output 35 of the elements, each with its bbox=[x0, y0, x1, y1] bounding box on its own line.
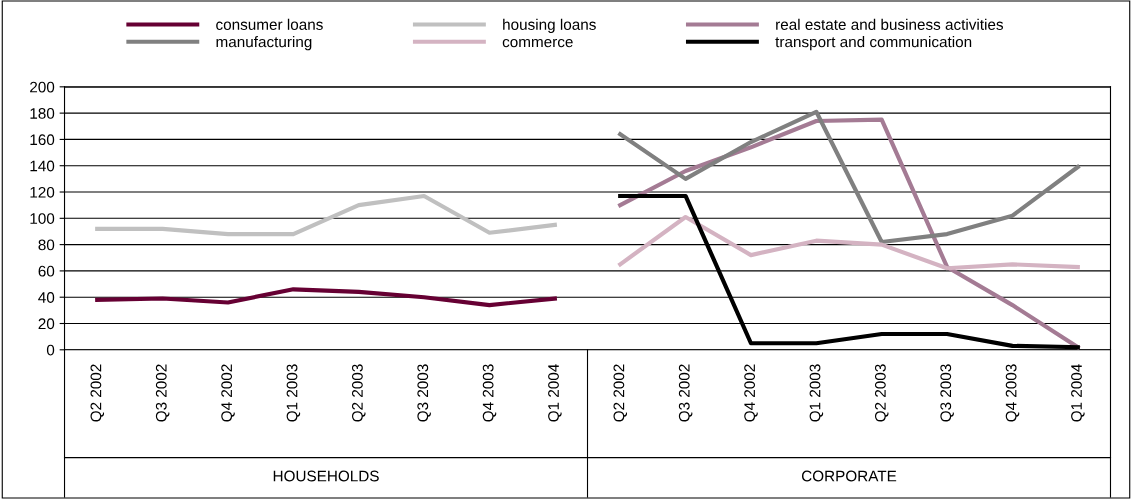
y-tick-label: 20 bbox=[38, 318, 55, 330]
x-tick-label: Q1 2004 bbox=[1071, 364, 1085, 422]
x-tick-label: Q3 2002 bbox=[678, 364, 693, 422]
x-tick-label: Q2 2003 bbox=[874, 364, 889, 422]
legend-label: consumer loans bbox=[216, 18, 323, 30]
y-tick-label: 160 bbox=[30, 134, 55, 146]
x-tick-label: Q4 2003 bbox=[1005, 364, 1020, 422]
y-tick-label: 120 bbox=[30, 186, 55, 198]
y-tick-label: 40 bbox=[38, 292, 55, 303]
x-tick-label: Q4 2003 bbox=[482, 364, 497, 422]
legend-label: housing loans bbox=[503, 18, 596, 33]
x-tick-label: Q2 2002 bbox=[90, 364, 105, 422]
x-tick-label: Q1 2003 bbox=[809, 364, 824, 422]
x-tick-label: Q1 2004 bbox=[548, 364, 562, 422]
y-tick-label: 180 bbox=[30, 107, 55, 119]
x-tick-label: Q3 2003 bbox=[417, 364, 431, 422]
y-tick-label: 140 bbox=[30, 160, 55, 172]
y-tick-label: 60 bbox=[38, 265, 55, 277]
y-tick-label: 0 bbox=[46, 344, 55, 356]
x-tick-label: Q2 2002 bbox=[613, 364, 628, 422]
y-tick-label: 100 bbox=[30, 213, 55, 224]
x-tick-label: Q4 2002 bbox=[221, 364, 235, 422]
x-tick-label: Q1 2003 bbox=[286, 364, 301, 422]
x-tick-label: Q4 2002 bbox=[744, 364, 758, 422]
y-tick-label: 80 bbox=[38, 239, 55, 251]
legend-label: manufacturing bbox=[216, 36, 312, 51]
legend-label: commerce bbox=[502, 38, 573, 48]
y-tick-label: 200 bbox=[30, 81, 55, 93]
legend-label: transport and communication bbox=[775, 36, 972, 51]
x-tick-label: Q3 2003 bbox=[940, 364, 954, 422]
text: HOUSEHOLDS bbox=[273, 470, 379, 482]
legend-label: real estate and business activities bbox=[776, 18, 1004, 30]
x-tick-label: Q2 2003 bbox=[351, 364, 366, 422]
x-tick-label: Q3 2002 bbox=[155, 364, 170, 422]
text: CORPORATE bbox=[801, 470, 897, 482]
